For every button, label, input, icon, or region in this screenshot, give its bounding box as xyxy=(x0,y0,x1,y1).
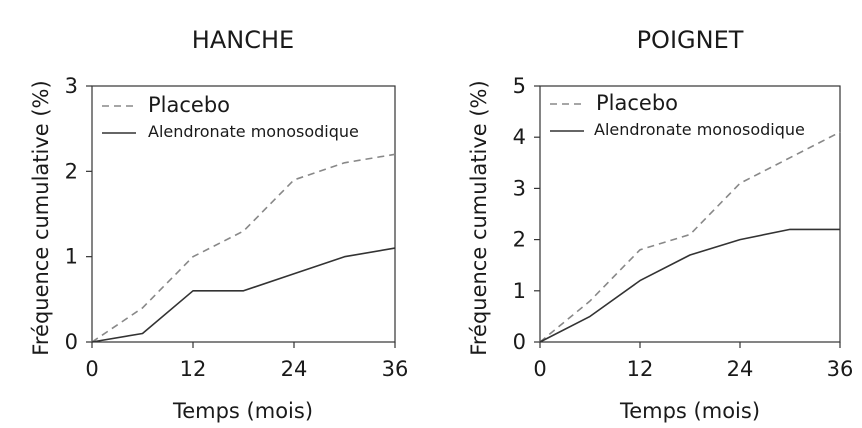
y-axis-label: Fréquence cumulative (%) xyxy=(467,80,491,355)
y-tick-label: 5 xyxy=(513,74,526,98)
x-tick-label: 36 xyxy=(827,357,854,381)
x-axis-label: Temps (mois) xyxy=(619,399,760,423)
x-tick-label: 24 xyxy=(727,357,754,381)
y-tick-label: 4 xyxy=(513,125,526,149)
series-group xyxy=(539,131,841,343)
series-line-alendronate xyxy=(91,247,396,343)
legend-label-alendronate: Alendronate monosodique xyxy=(594,120,805,139)
chart-panel-poignet: POIGNET Fréquence cumulative (%) Temps (… xyxy=(467,26,853,423)
series-line-placebo xyxy=(539,131,841,343)
chart-title: HANCHE xyxy=(192,26,294,54)
x-tick-label: 0 xyxy=(533,357,546,381)
y-tick-label: 2 xyxy=(65,159,78,183)
x-tick-label: 36 xyxy=(382,357,409,381)
y-tick-label: 2 xyxy=(513,228,526,252)
x-tick-label: 0 xyxy=(85,357,98,381)
legend: Placebo Alendronate monosodique xyxy=(102,93,359,141)
x-axis-label: Temps (mois) xyxy=(172,399,313,423)
y-tick-label: 3 xyxy=(65,74,78,98)
chart-title: POIGNET xyxy=(637,26,744,54)
series-group xyxy=(91,153,396,343)
x-tick-label: 12 xyxy=(180,357,207,381)
y-tick-label: 1 xyxy=(513,279,526,303)
plot-frame xyxy=(539,85,841,343)
legend: Placebo Alendronate monosodique xyxy=(550,91,805,139)
legend-label-placebo: Placebo xyxy=(596,91,678,115)
y-tick-label: 0 xyxy=(65,330,78,354)
chart-panel-hanche: HANCHE Fréquence cumulative (%) Temps (m… xyxy=(29,26,408,423)
plot-frame xyxy=(91,85,396,343)
series-line-alendronate xyxy=(539,228,840,343)
x-tick-label: 12 xyxy=(627,357,654,381)
legend-label-alendronate: Alendronate monosodique xyxy=(148,122,359,141)
y-tick-label: 1 xyxy=(65,245,78,269)
legend-label-placebo: Placebo xyxy=(148,93,230,117)
series-line-placebo xyxy=(91,153,396,343)
y-tick-label: 3 xyxy=(513,176,526,200)
y-axis-label: Fréquence cumulative (%) xyxy=(29,80,53,355)
x-tick-label: 24 xyxy=(281,357,308,381)
y-tick-label: 0 xyxy=(513,330,526,354)
